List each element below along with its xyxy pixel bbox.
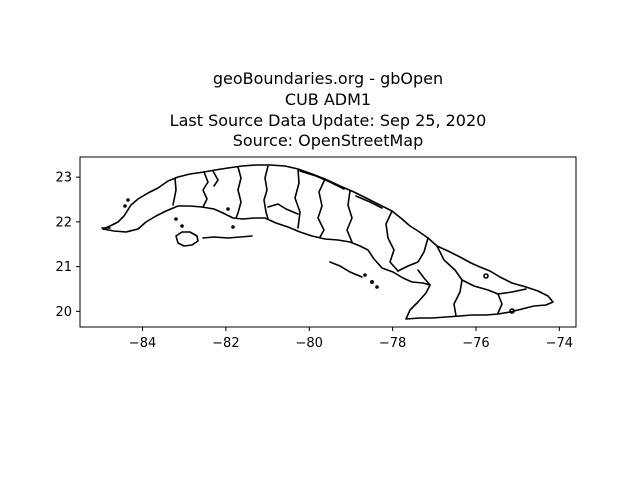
coastline-outline: [102, 164, 554, 320]
x-tick-label: −76: [462, 336, 489, 351]
cays-north-coast: [299, 170, 345, 190]
minor-islands: [101, 170, 515, 314]
cay: [363, 273, 367, 277]
cays-south-batabano: [202, 235, 253, 239]
isla-de-la-juventud: [175, 231, 199, 247]
boundary-artemisa-habana: [202, 171, 209, 208]
cays-south-jardines: [329, 261, 363, 278]
plot-area: −84 −82 −80 −78 −76 −74 20 21 22 23: [55, 156, 577, 351]
cays-north-coast-east: [355, 195, 383, 209]
boundary-mayabeque-matanzas: [235, 166, 242, 219]
isla-de-la-juventud-outline: [175, 231, 199, 247]
y-tick-label: 20: [55, 305, 72, 320]
title-source: geoBoundaries.org - gbOpen: [212, 69, 444, 88]
boundary-matanzas-villaclara: [263, 165, 269, 220]
cay: [226, 207, 230, 211]
cay: [126, 198, 130, 202]
boundary-lastunas-holguin: [397, 237, 429, 272]
boundary-sancti-ciego: [317, 178, 326, 238]
boundary-habana-mayabeque: [212, 170, 219, 187]
title-country-level: CUB ADM1: [284, 89, 372, 109]
y-axis: 20 21 22 23: [55, 171, 80, 320]
boundary-santiago-guantanamo: [497, 293, 503, 314]
cuba-adm1-boundaries: [102, 164, 554, 320]
cay: [174, 217, 178, 221]
boundary-villaclara-sancti: [294, 168, 301, 229]
x-tick-label: −84: [129, 336, 156, 351]
cay: [369, 279, 374, 284]
x-tick-label: −82: [212, 336, 239, 351]
y-tick-label: 23: [55, 171, 72, 186]
cay: [123, 204, 127, 208]
y-tick-label: 22: [55, 215, 72, 230]
y-tick-label: 21: [55, 260, 72, 275]
boundary-lastunas-granma: [417, 269, 431, 286]
plot-frame: [79, 156, 577, 328]
title-update-date: Last Source Data Update: Sep 25, 2020: [169, 110, 487, 130]
cay: [509, 308, 515, 314]
map-title: geoBoundaries.org - gbOpen CUB ADM1 Last…: [0, 69, 640, 152]
boundary-ciego-camaguey: [346, 190, 353, 243]
boundary-holguin-santiago: [461, 279, 499, 295]
cay: [483, 273, 489, 279]
cay: [180, 224, 184, 228]
boundary-pinar-artemisa: [172, 177, 177, 206]
cay: [375, 285, 379, 289]
boundary-cienfuegos: [267, 203, 299, 215]
boundary-camaguey-lastunas: [385, 210, 399, 272]
x-tick-label: −80: [296, 336, 323, 351]
x-axis: −84 −82 −80 −78 −76 −74: [129, 327, 573, 351]
title-data-source: Source: OpenStreetMap: [232, 131, 424, 151]
boundary-holguin-guantanamo: [497, 288, 527, 295]
cay: [231, 225, 235, 229]
x-tick-label: −74: [546, 336, 573, 351]
x-tick-label: −78: [379, 336, 406, 351]
